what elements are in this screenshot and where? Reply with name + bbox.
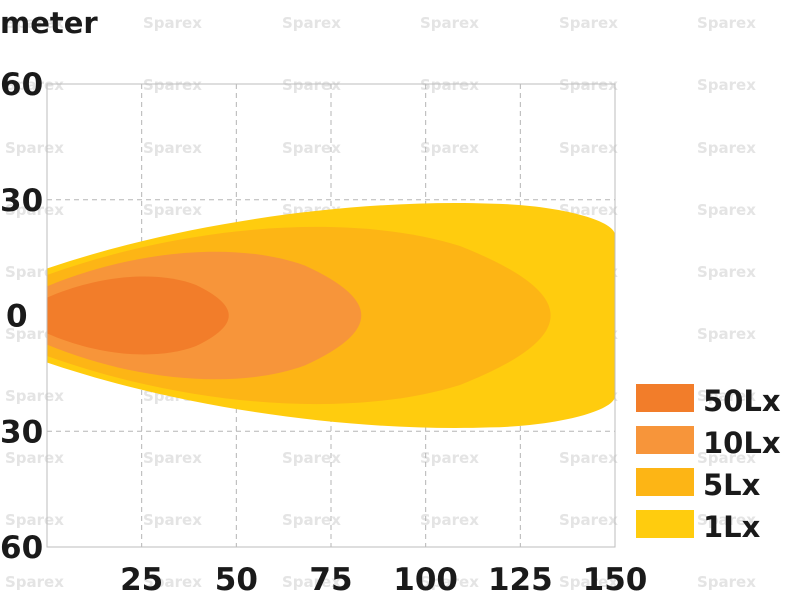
watermark-text: Sparex xyxy=(143,201,202,219)
x-tick-label: 150 xyxy=(583,562,648,598)
watermark-text: Sparex xyxy=(697,263,756,281)
watermark-text: Sparex xyxy=(697,325,756,343)
watermark-text: Sparex xyxy=(282,14,341,32)
x-tick-label: 50 xyxy=(215,562,258,598)
legend: 50Lx 10Lx 5Lx 1Lx xyxy=(636,384,781,544)
watermark-text: Sparex xyxy=(420,573,479,591)
watermark-text: Sparex xyxy=(559,573,618,591)
watermark-text: Sparex xyxy=(420,14,479,32)
watermark-text: Sparex xyxy=(282,139,341,157)
plot-frame xyxy=(46,83,616,548)
watermark-text: Sparex xyxy=(697,511,756,529)
watermark-text: Sparex xyxy=(282,449,341,467)
legend-label: 50Lx xyxy=(703,384,781,418)
watermark-text: Sparex xyxy=(697,449,756,467)
x-tick-label: 100 xyxy=(393,562,458,598)
watermark-text: Sparex xyxy=(559,139,618,157)
legend-label: 5Lx xyxy=(703,468,761,502)
watermark-text: Sparex xyxy=(282,76,341,94)
y-tick-label: 30 xyxy=(0,183,43,219)
watermark-text: Sparex xyxy=(143,449,202,467)
watermark-text: Sparex xyxy=(420,511,479,529)
watermark-text: Sparex xyxy=(282,511,341,529)
watermark-text: Sparex xyxy=(420,76,479,94)
watermark-text: Sparex xyxy=(697,201,756,219)
legend-swatch xyxy=(636,468,694,496)
watermark-text: Sparex xyxy=(5,76,64,94)
x-tick-label: 75 xyxy=(309,562,352,598)
watermark-text: Sparex xyxy=(282,573,341,591)
watermark-text: Sparex xyxy=(697,76,756,94)
watermark-text: Sparex xyxy=(559,511,618,529)
watermark-text: Sparex xyxy=(559,449,618,467)
y-unit-label: meter xyxy=(0,6,98,40)
watermark-text: Sparex xyxy=(697,387,756,405)
watermark-text: Sparex xyxy=(5,201,64,219)
watermark-text: Sparex xyxy=(420,139,479,157)
y-tick-label: 60 xyxy=(0,67,43,103)
watermark-text: Sparex xyxy=(5,387,64,405)
axes xyxy=(46,83,616,548)
legend-label: 10Lx xyxy=(703,426,781,460)
y-tick-label: 0 xyxy=(6,299,28,335)
watermark-text: Sparex xyxy=(5,139,64,157)
watermark-text: Sparex xyxy=(143,14,202,32)
y-tick-labels: 60 30 0 30 60 xyxy=(0,67,43,566)
x-tick-label: 25 xyxy=(120,562,163,598)
watermark-text: Sparex xyxy=(143,76,202,94)
beam-areas xyxy=(47,203,615,428)
watermark-text: Sparex xyxy=(559,76,618,94)
watermark-text: Sparex xyxy=(143,573,202,591)
watermark-text: Sparex xyxy=(5,14,64,32)
watermark-text: Sparex xyxy=(5,511,64,529)
x-tick-label: 125 xyxy=(488,562,553,598)
y-tick-label: 30 xyxy=(0,414,43,450)
watermark-text: Sparex xyxy=(697,573,756,591)
legend-swatch xyxy=(636,384,694,412)
legend-swatch xyxy=(636,510,694,538)
y-tick-label: 60 xyxy=(0,530,43,566)
watermark-text: Sparex xyxy=(5,573,64,591)
watermark-text: Sparex xyxy=(697,139,756,157)
watermark-text: Sparex xyxy=(697,14,756,32)
watermark-text: Sparex xyxy=(5,449,64,467)
watermark-text: Sparex xyxy=(420,449,479,467)
legend-swatch xyxy=(636,426,694,454)
watermark-text: Sparex xyxy=(143,139,202,157)
watermark-text: Sparex xyxy=(143,511,202,529)
x-tick-labels: 25 50 75 100 125 150 xyxy=(120,562,647,598)
legend-label: 1Lx xyxy=(703,510,761,544)
beam-area-50lx xyxy=(47,276,229,355)
watermark-text: Sparex xyxy=(559,14,618,32)
